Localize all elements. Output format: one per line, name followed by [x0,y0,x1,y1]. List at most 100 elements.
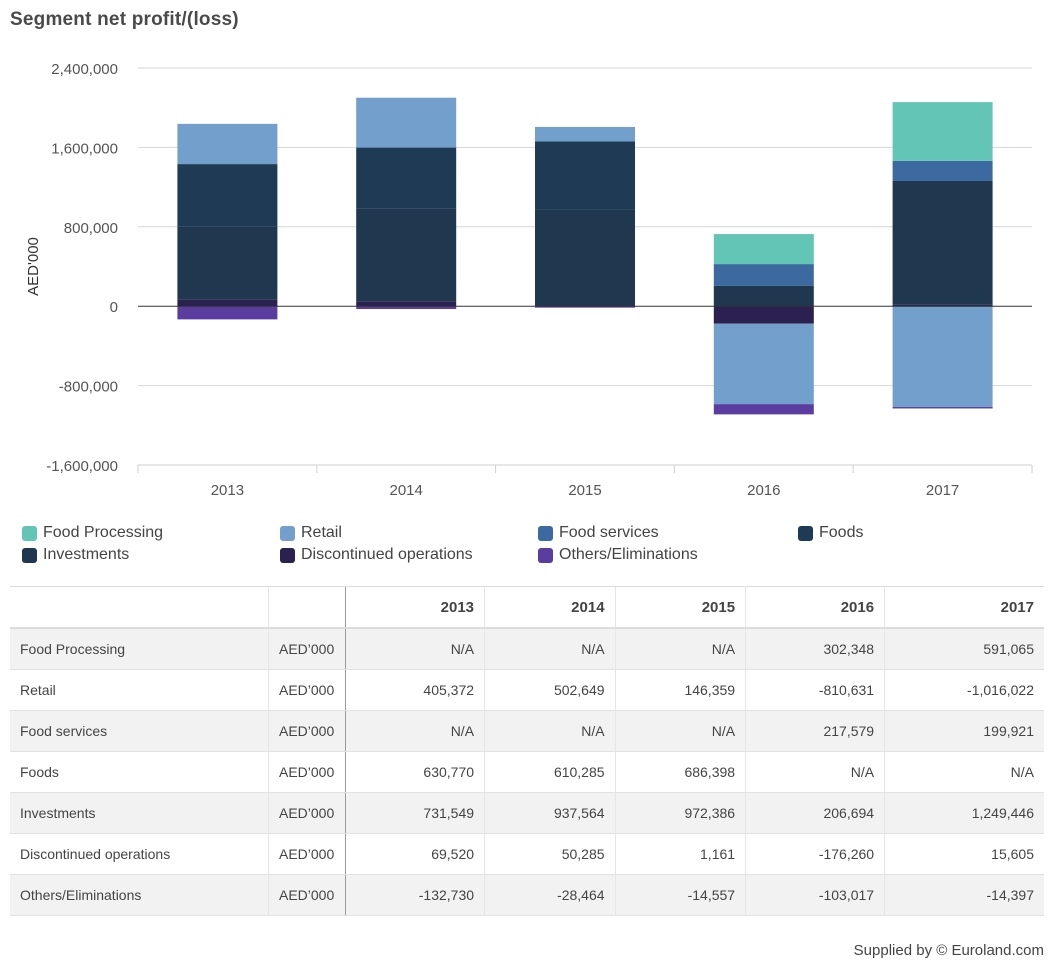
table-header-year: 2017 [884,586,1044,629]
legend-swatch [538,525,553,541]
cell-value: -132,730 [344,874,485,916]
y-tick-label: 1,600,000 [51,140,118,157]
row-unit: AED’000 [268,792,346,834]
table-row: Food Processing AED’000 N/A N/A N/A 302,348 59… [10,628,1044,670]
legend-item[interactable]: Foods [798,524,863,542]
row-label: Retail [10,669,269,711]
row-label: Investments [10,792,269,834]
cell-value: N/A [484,710,616,752]
row-label: Foods [10,751,269,793]
cell-value: 206,694 [745,792,885,834]
legend-swatch [280,525,295,541]
cell-value: 502,649 [484,669,616,711]
legend-item[interactable]: Others/Eliminations [538,546,698,564]
table-header-row: 2013 2014 2015 2016 2017 [10,586,1044,629]
cell-value: -14,557 [614,874,746,916]
table-row: Foods AED’000 630,770 610,285 686,398 N/A N/A [10,751,1044,793]
cell-value: N/A [884,751,1044,793]
legend-item[interactable]: Investments [22,546,129,564]
bar-segment [713,234,814,265]
legend-item[interactable]: Food services [538,524,659,542]
cell-value: 686,398 [614,751,746,793]
row-label: Discontinued operations [10,833,269,875]
cell-value: N/A [614,628,746,670]
cell-value: 731,549 [344,792,485,834]
data-table: 2013 2014 2015 2016 2017 Food Processing… [10,586,1044,916]
bar-segment [892,306,993,408]
legend-label: Investments [43,546,130,563]
table-row: Others/Eliminations AED’000 -132,730 -28,46… [10,874,1044,916]
legend-swatch [22,547,37,563]
table-row: Investments AED’000 731,549 937,564 972,386 2… [10,792,1044,834]
cell-value: 405,372 [344,669,485,711]
bar-segment [535,141,635,210]
cell-value: -103,017 [745,874,885,916]
y-tick-label: 0 [110,299,118,316]
bar-segment [356,147,457,209]
bar-segment [892,304,993,307]
cell-value: -810,631 [745,669,885,711]
table-row: Retail AED’000 405,372 502,649 146,359 -810,6… [10,669,1044,711]
bar-segment [177,306,278,320]
cell-value: -14,397 [884,874,1044,916]
table-header-year: 2016 [745,586,885,629]
row-unit: AED’000 [268,751,346,793]
legend-swatch [280,547,295,563]
table-header-year: 2015 [614,586,746,629]
legend-label: Retail [301,524,342,541]
legend-item[interactable]: Discontinued operations [280,546,473,564]
chart-title: Segment net profit/(loss) [10,9,239,30]
legend-swatch [798,525,813,541]
bar-segment [535,209,635,307]
cell-value: 591,065 [884,628,1044,670]
cell-value: 15,605 [884,833,1044,875]
cell-value: 1,249,446 [884,792,1044,834]
cell-value: 972,386 [614,792,746,834]
bar-segment [713,285,814,307]
x-tick-label: 2014 [390,482,423,499]
bar-segment [356,97,457,148]
cell-value: -176,260 [745,833,885,875]
bar-segment [892,160,993,181]
bar-segment [713,404,814,415]
legend-label: Discontinued operations [301,546,473,563]
x-tick-label: 2017 [926,482,959,499]
table-header-unit [268,586,346,629]
cell-value: 217,579 [745,710,885,752]
row-unit: AED’000 [268,669,346,711]
stacked-bar-chart: 2,400,000 1,600,000 800,000 0 -800,000 -1,600… [25,61,1033,499]
table-row: Food services AED’000 N/A N/A N/A 217,579 199,… [10,710,1044,752]
cell-value: N/A [344,710,485,752]
bar-segment [535,126,635,142]
bar-segment [713,306,814,324]
bar-segment [356,208,457,302]
row-unit: AED’000 [268,874,346,916]
row-label: Food Processing [10,628,269,670]
table-header-year: 2014 [484,586,616,629]
row-unit: AED’000 [268,833,346,875]
row-unit: AED’000 [268,710,346,752]
legend-item[interactable]: Food Processing [22,524,163,542]
cell-value: 630,770 [344,751,485,793]
row-label: Food services [10,710,269,752]
cell-value: 1,161 [614,833,746,875]
legend-item[interactable]: Retail [280,524,342,542]
cell-value: 69,520 [344,833,485,875]
bar-segment [177,299,278,307]
y-tick-label: 2,400,000 [51,61,118,78]
table-header-year: 2013 [344,586,485,629]
bar-segment [177,164,278,227]
legend-label: Food services [559,524,659,541]
cell-value: -1,016,022 [884,669,1044,711]
cell-value: 937,564 [484,792,616,834]
bar-segment [713,323,814,405]
bar-segment [177,123,278,165]
legend-label: Foods [819,524,864,541]
table-header-blank [10,586,269,629]
x-tick-label: 2015 [568,482,601,499]
cell-value: N/A [745,751,885,793]
cell-value: N/A [614,710,746,752]
bar-segment [892,407,993,409]
bar-segment [892,180,993,305]
legend-swatch [538,547,553,563]
